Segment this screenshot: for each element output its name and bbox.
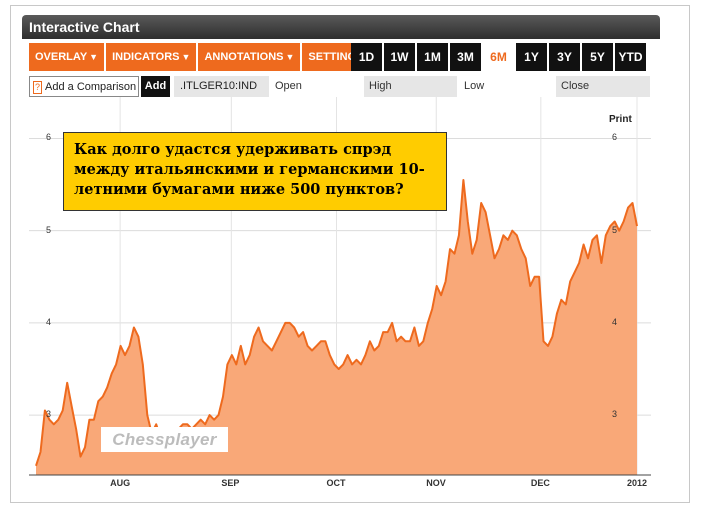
x-tick-label: SEP bbox=[221, 478, 240, 488]
open-label: Open bbox=[275, 80, 302, 92]
caret-down-icon: ▼ bbox=[89, 52, 99, 62]
settings-label: SETTINGS bbox=[308, 51, 364, 63]
y-tick-label-right: 4 bbox=[612, 316, 618, 327]
range-5y-button[interactable]: 5Y bbox=[582, 43, 613, 71]
help-icon: ? bbox=[33, 81, 43, 94]
x-tick-label: NOV bbox=[426, 478, 446, 488]
y-tick-label-right: 5 bbox=[612, 224, 618, 235]
high-label: High bbox=[364, 76, 457, 97]
add-comparison-label: Add a Comparison bbox=[45, 81, 137, 93]
indicators-menu-button[interactable]: INDICATORS ▼ bbox=[106, 43, 197, 71]
overlay-label: OVERLAY bbox=[35, 51, 88, 63]
range-1w-button[interactable]: 1W bbox=[384, 43, 415, 71]
price-area bbox=[36, 180, 637, 475]
overlay-menu-button[interactable]: OVERLAY ▼ bbox=[29, 43, 105, 71]
range-3y-button[interactable]: 3Y bbox=[549, 43, 580, 71]
annotation-callout: Как долго удастся удерживать спрэд между… bbox=[63, 132, 447, 211]
x-tick-label: OCT bbox=[326, 478, 346, 488]
x-tick-label: DEC bbox=[530, 478, 550, 488]
chart-menu-bar: OVERLAY ▼ INDICATORS ▼ ANNOTATIONS ▼ SETTIN… bbox=[29, 43, 382, 71]
caret-down-icon: ▼ bbox=[285, 52, 295, 62]
ticker-symbol: .ITLGER10:IND bbox=[174, 76, 269, 97]
range-1m-button[interactable]: 1M bbox=[417, 43, 448, 71]
annotations-label: ANNOTATIONS bbox=[204, 51, 284, 63]
caret-down-icon: ▼ bbox=[181, 52, 191, 62]
y-tick-label-right: 6 bbox=[612, 132, 618, 143]
range-1d-button[interactable]: 1D bbox=[351, 43, 382, 71]
watermark: Chessplayer bbox=[101, 427, 228, 452]
range-ytd-button[interactable]: YTD bbox=[615, 43, 646, 71]
low-label: Low bbox=[464, 80, 485, 92]
range-1y-button[interactable]: 1Y bbox=[516, 43, 547, 71]
range-6m-button[interactable]: 6M bbox=[483, 43, 514, 71]
y-tick-label-left: 4 bbox=[46, 316, 52, 327]
x-tick-label: 2012 bbox=[627, 478, 648, 488]
y-tick-label-left: 5 bbox=[46, 224, 52, 235]
chart-widget-frame bbox=[10, 5, 690, 503]
add-comparison-field[interactable]: ? Add a Comparison bbox=[29, 76, 139, 97]
time-range-selector: 1D 1W 1M 3M 6M 1Y 3Y 5Y YTD bbox=[351, 43, 648, 71]
indicators-label: INDICATORS bbox=[112, 51, 180, 63]
y-tick-label-left: 3 bbox=[46, 409, 52, 420]
price-line bbox=[35, 179, 638, 467]
range-3m-button[interactable]: 3M bbox=[450, 43, 481, 71]
annotations-menu-button[interactable]: ANNOTATIONS ▼ bbox=[198, 43, 301, 71]
close-label: Close bbox=[556, 76, 650, 97]
y-tick-label-right: 3 bbox=[612, 409, 618, 420]
y-tick-label-left: 6 bbox=[46, 132, 52, 143]
add-comparison-button[interactable]: Add bbox=[141, 76, 170, 97]
print-link[interactable]: Print bbox=[609, 114, 632, 125]
window-title: Interactive Chart bbox=[22, 15, 660, 39]
x-tick-label: AUG bbox=[110, 478, 131, 488]
